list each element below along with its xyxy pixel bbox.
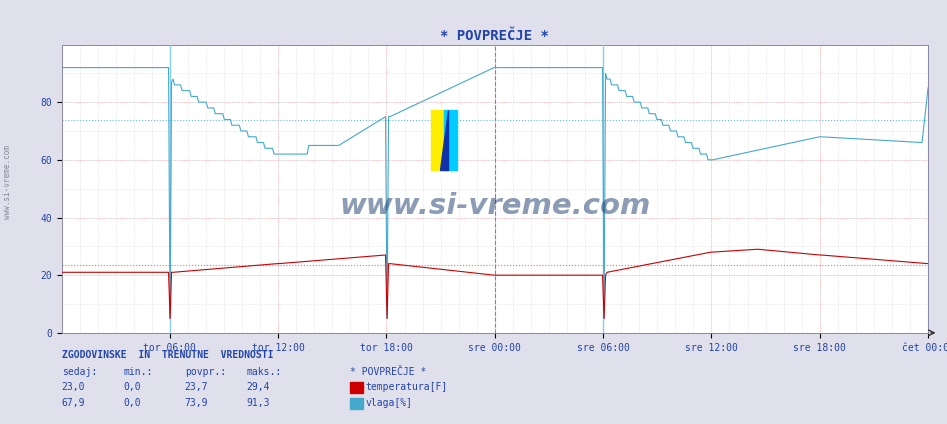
Text: 73,9: 73,9	[185, 398, 208, 408]
Text: 67,9: 67,9	[62, 398, 85, 408]
Text: www.si-vreme.com: www.si-vreme.com	[3, 145, 12, 219]
Text: www.si-vreme.com: www.si-vreme.com	[339, 192, 651, 220]
Text: ZGODOVINSKE  IN  TRENUTNE  VREDNOSTI: ZGODOVINSKE IN TRENUTNE VREDNOSTI	[62, 350, 273, 360]
Text: * POVPREČJE *: * POVPREČJE *	[350, 367, 427, 377]
Text: 91,3: 91,3	[246, 398, 270, 408]
Text: temperatura[F]: temperatura[F]	[366, 382, 448, 392]
Text: 23,0: 23,0	[62, 382, 85, 392]
Title: * POVPREČJE *: * POVPREČJE *	[440, 29, 549, 43]
Text: 29,4: 29,4	[246, 382, 270, 392]
Text: sedaj:: sedaj:	[62, 367, 97, 377]
Text: vlaga[%]: vlaga[%]	[366, 398, 413, 408]
Text: 0,0: 0,0	[123, 398, 141, 408]
Text: min.:: min.:	[123, 367, 152, 377]
Text: povpr.:: povpr.:	[185, 367, 225, 377]
Text: maks.:: maks.:	[246, 367, 281, 377]
Text: 23,7: 23,7	[185, 382, 208, 392]
Text: 0,0: 0,0	[123, 382, 141, 392]
